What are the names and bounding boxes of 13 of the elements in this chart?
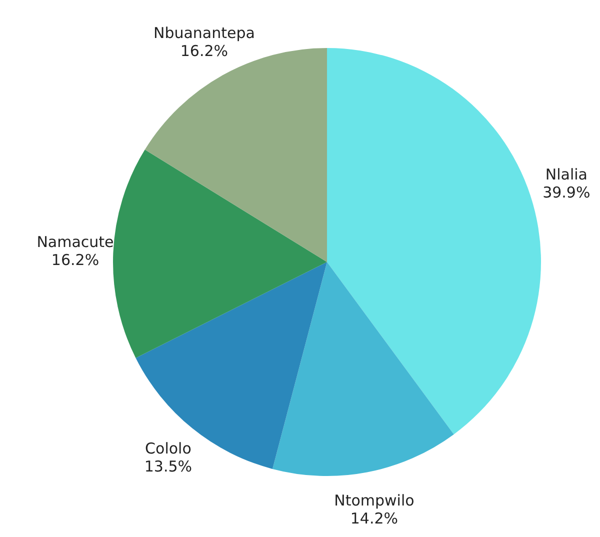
- slice-label: Nlalia: [545, 165, 588, 184]
- slice-label: Ntompwilo: [334, 492, 414, 510]
- data-label: 16.2%: [51, 250, 100, 269]
- data-label: 16.2%: [180, 42, 228, 60]
- pie-slice: [272, 262, 454, 476]
- pie-slice: [113, 150, 327, 358]
- data-label: 14.2%: [350, 510, 398, 528]
- data-label: 39.9%: [542, 183, 590, 202]
- slice-label: Nbuanantepa: [153, 24, 255, 42]
- data-label: 13.5%: [144, 458, 192, 476]
- slice-label: Namacute: [36, 232, 114, 251]
- slice-label: Cololo: [145, 440, 192, 458]
- pie-slice: [327, 48, 541, 434]
